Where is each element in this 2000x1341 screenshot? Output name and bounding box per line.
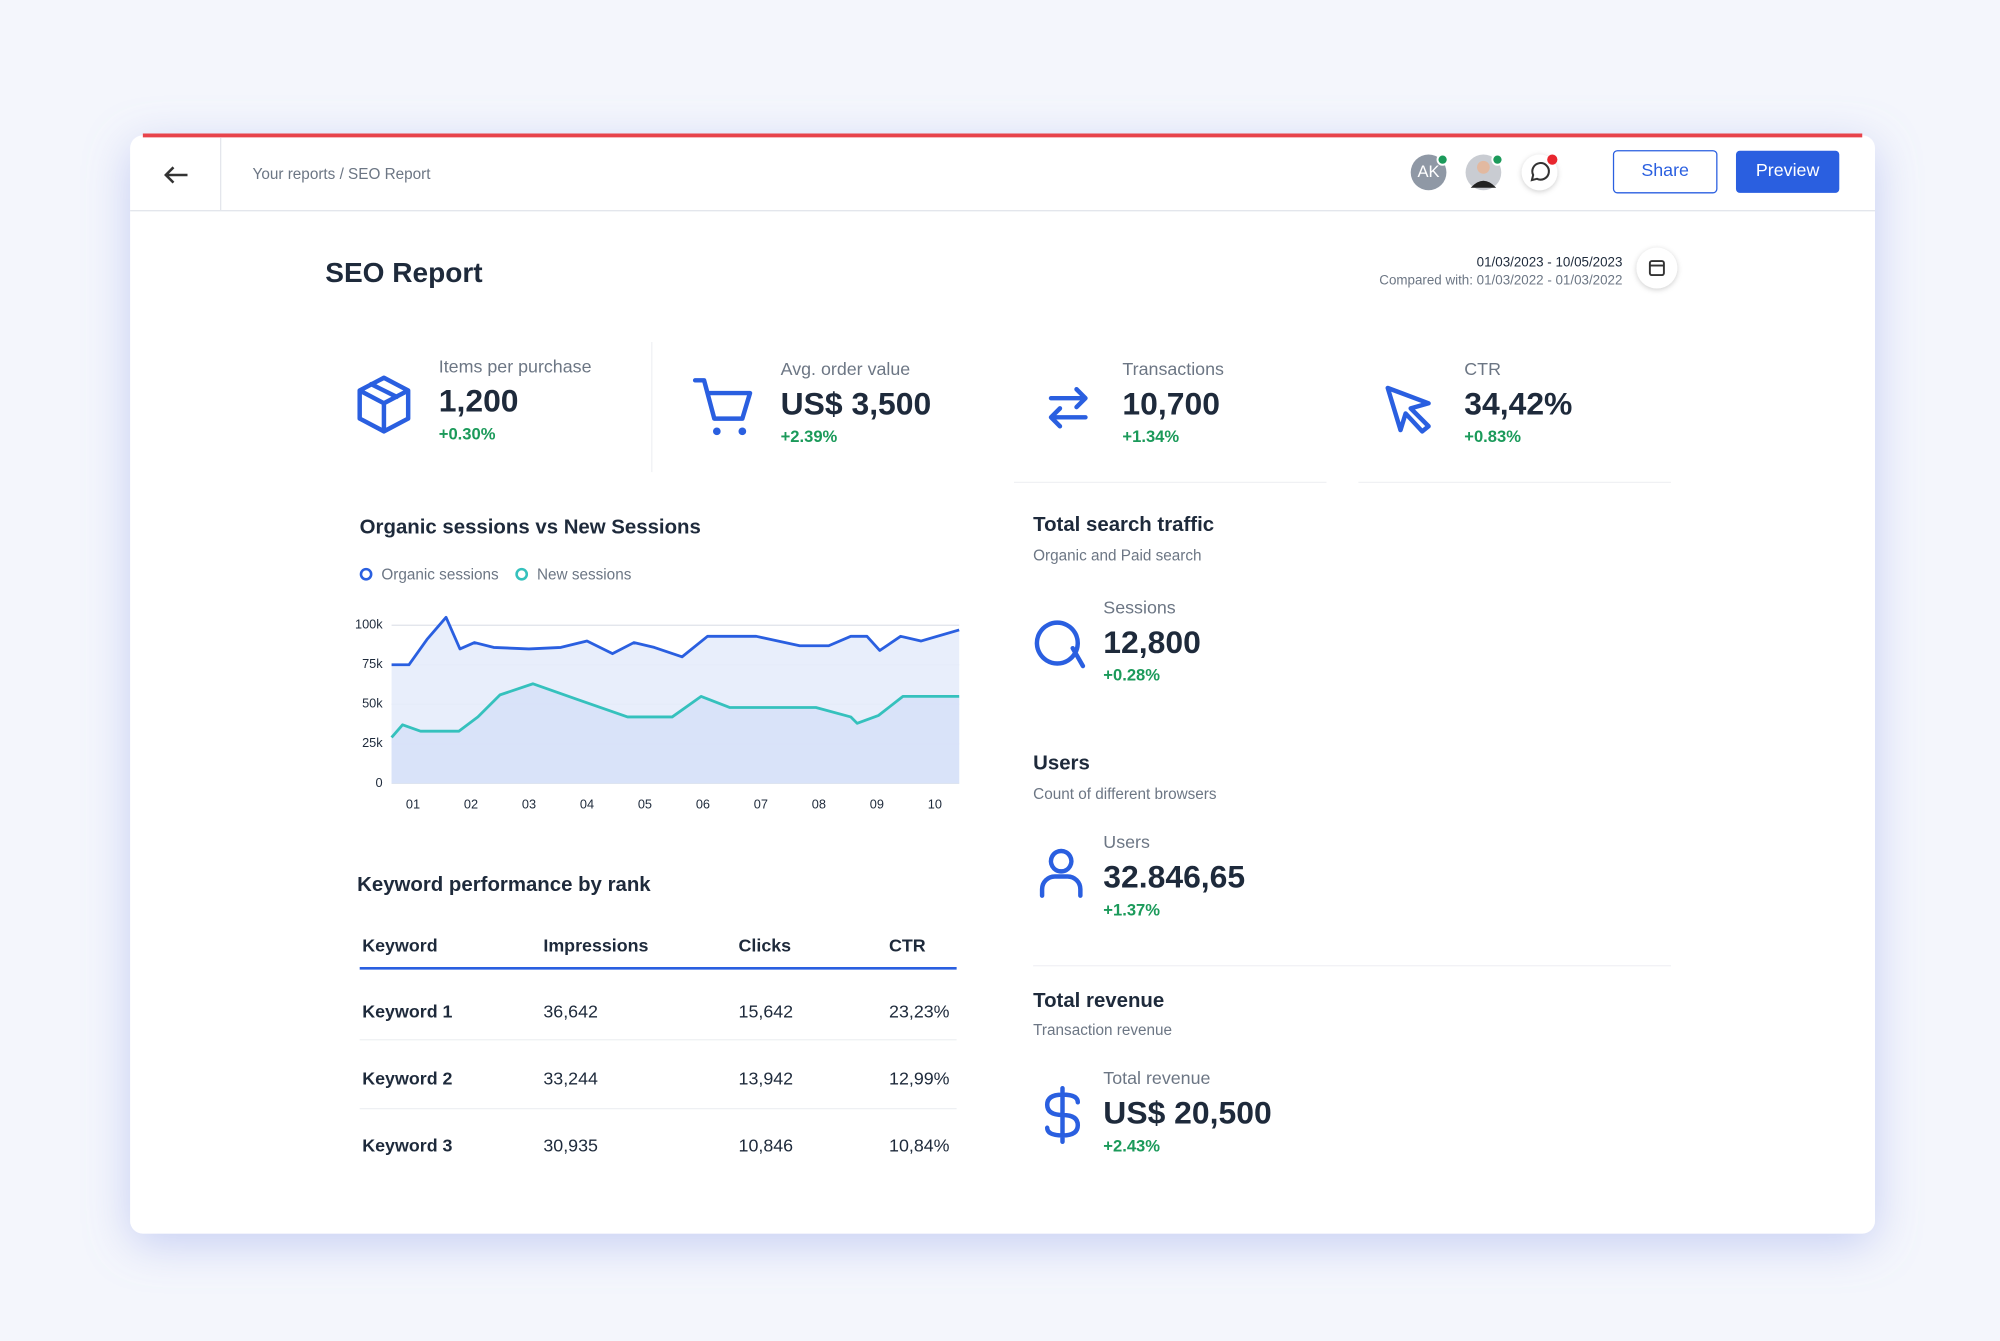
table-header: Keyword: [362, 935, 437, 955]
y-tick-label: 100k: [355, 617, 383, 632]
legend-marker: [359, 567, 373, 581]
table-header: CTR: [889, 935, 926, 955]
x-tick-label: 07: [754, 796, 768, 811]
calendar-button[interactable]: [1636, 247, 1678, 289]
series-line: [391, 615, 960, 667]
legend-label: Organic sessions: [381, 567, 499, 584]
table-cell: 10,846: [739, 1136, 794, 1156]
share-button[interactable]: [1612, 150, 1718, 194]
table-cell: 23,23%: [889, 1002, 950, 1022]
table-cell: Keyword 2: [362, 1069, 452, 1089]
kpi-value: 1,200: [439, 383, 519, 419]
metric-change: +0.28%: [1103, 666, 1160, 685]
table-cell: Keyword 3: [362, 1136, 452, 1156]
series-line: [390, 682, 960, 739]
compared-range: Compared with: 01/03/2022 - 01/03/2022: [1379, 272, 1622, 287]
x-tick-label: 03: [522, 796, 536, 811]
kpi-change: +2.39%: [781, 427, 838, 446]
date-range[interactable]: 01/03/2023 - 10/05/2023: [1477, 255, 1623, 270]
table-cell: 15,642: [739, 1002, 794, 1022]
avatar-initials: AK: [1418, 162, 1440, 181]
transfer-icon: [1048, 387, 1088, 429]
table-title: Keyword performance by rank: [357, 874, 651, 896]
report-title: SEO Report: [325, 257, 482, 288]
section-title: Users: [1033, 753, 1090, 775]
user-icon: [1039, 848, 1083, 898]
kpi-label: Avg. order value: [781, 359, 911, 379]
legend-marker: [515, 567, 529, 581]
breadcrumb[interactable]: Your reports / SEO Report: [253, 166, 432, 183]
metric-value: 12,800: [1103, 624, 1201, 660]
kpi-value: US$ 3,500: [781, 385, 932, 421]
table-cell: 33,244: [543, 1069, 598, 1089]
kpi-label: Transactions: [1122, 359, 1224, 379]
section-title: Total revenue: [1033, 990, 1164, 1012]
metric-value: US$ 20,500: [1103, 1094, 1271, 1130]
x-tick-label: 05: [638, 796, 652, 811]
kpi-value: 34,42%: [1464, 385, 1572, 421]
x-tick-label: 02: [464, 796, 478, 811]
back-button[interactable]: [164, 166, 188, 184]
section-subtitle: Organic and Paid search: [1033, 547, 1201, 564]
face: [1477, 160, 1490, 174]
table-header: Clicks: [739, 935, 792, 955]
x-tick-label: 08: [812, 796, 826, 811]
section-subtitle: Count of different browsers: [1033, 786, 1217, 803]
kpi-change: +0.30%: [439, 425, 496, 444]
metric-change: +1.37%: [1103, 900, 1160, 919]
table-cell: Keyword 1: [362, 1002, 452, 1022]
preview-button[interactable]: [1735, 150, 1840, 193]
card: [130, 135, 1875, 1234]
chart-title: Organic sessions vs New Sessions: [360, 517, 701, 539]
status-dot: [1491, 153, 1504, 166]
cart-icon: [692, 378, 753, 421]
y-tick-label: 0: [376, 775, 383, 790]
comment-icon: [1530, 162, 1550, 182]
table-cell: 12,99%: [889, 1069, 950, 1089]
table-cell: 13,942: [739, 1069, 794, 1089]
status-dot: [1436, 153, 1449, 166]
metric-label: Users: [1103, 832, 1150, 852]
metric-label: Sessions: [1103, 597, 1175, 617]
kpi-change: +0.83%: [1464, 427, 1521, 446]
avatar[interactable]: [1410, 154, 1447, 191]
metric-label: Total revenue: [1103, 1068, 1210, 1088]
kpi-value: 10,700: [1122, 385, 1220, 421]
kpi-label: CTR: [1464, 359, 1501, 379]
metric-value: 32.846,65: [1103, 858, 1245, 894]
table-header: Impressions: [543, 935, 648, 955]
kpi-label: Items per purchase: [439, 356, 592, 376]
notification-dot: [1547, 154, 1558, 165]
y-tick-label: 50k: [362, 696, 383, 711]
x-tick-label: 06: [696, 796, 710, 811]
preview-label: Preview: [1756, 160, 1820, 180]
y-tick-label: 75k: [362, 656, 383, 671]
search-icon: [1034, 620, 1086, 669]
cart-icon: [713, 427, 721, 436]
calendar-icon: [1648, 260, 1665, 277]
section-subtitle: Transaction revenue: [1033, 1022, 1172, 1039]
x-tick-label: 01: [406, 796, 420, 811]
kpi-change: +1.34%: [1122, 427, 1179, 446]
table-cell: 36,642: [543, 1002, 598, 1022]
metric-change: +2.43%: [1103, 1136, 1160, 1155]
table-cell: 30,935: [543, 1136, 598, 1156]
table-cell: 10,84%: [889, 1136, 950, 1156]
cursor-icon: [1385, 385, 1431, 434]
legend-label: New sessions: [537, 567, 632, 584]
x-tick-label: 10: [928, 796, 942, 811]
box-icon: [357, 375, 411, 434]
dollar-icon: [1044, 1085, 1081, 1145]
x-tick-label: 09: [870, 796, 884, 811]
section-title: Total search traffic: [1033, 514, 1214, 536]
cart-icon: [738, 427, 747, 436]
x-tick-label: 04: [580, 796, 594, 811]
shirt: [1470, 180, 1497, 188]
kpi-row: [357, 342, 1671, 483]
share-label: Share: [1641, 160, 1689, 180]
y-tick-label: 25k: [362, 735, 383, 750]
